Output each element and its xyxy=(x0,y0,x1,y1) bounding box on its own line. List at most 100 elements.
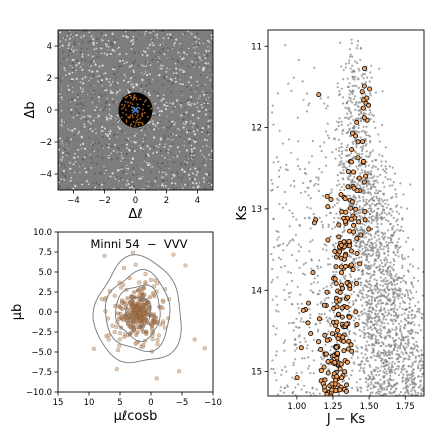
cmd-field-star xyxy=(350,42,353,45)
cmd-field-star xyxy=(358,152,361,156)
sky-field-star xyxy=(152,128,156,131)
sky-field-star xyxy=(156,121,160,125)
cmd-field-star xyxy=(407,378,410,381)
cmd-field-star xyxy=(430,387,432,389)
cmd-field-star xyxy=(302,98,305,101)
cmd-field-star xyxy=(272,325,275,328)
cmd-field-star xyxy=(365,254,369,257)
sky-field-star xyxy=(109,129,112,131)
cmd-field-star xyxy=(272,368,275,371)
sky-field-star xyxy=(135,173,138,176)
sky-field-star xyxy=(144,71,147,73)
sky-field-star xyxy=(208,182,210,184)
cmd-field-star xyxy=(410,313,413,317)
sky-field-star xyxy=(196,101,199,104)
sky-field-star xyxy=(174,62,177,65)
cmd-field-star xyxy=(415,290,418,293)
cmd-field-star xyxy=(353,157,357,161)
pm-y-tick-label: 5.0 xyxy=(38,268,52,278)
cmd-field-star xyxy=(362,367,365,370)
cmd-member-star xyxy=(342,253,348,259)
cmd-field-star xyxy=(378,67,381,70)
cmd-member-star xyxy=(322,332,328,338)
sky-field-star xyxy=(89,115,92,118)
cmd-field-star xyxy=(367,295,370,298)
cmd-field-star xyxy=(393,340,396,343)
sky-field-star xyxy=(61,156,64,159)
cmd-field-star xyxy=(378,237,381,240)
cmd-field-star xyxy=(412,386,415,389)
cmd-field-star xyxy=(421,372,424,375)
cmd-field-star xyxy=(357,256,361,259)
sky-field-star xyxy=(95,186,97,188)
sky-field-star xyxy=(86,180,89,183)
sky-field-star xyxy=(109,175,112,178)
sky-field-star xyxy=(94,63,97,65)
cmd-field-star xyxy=(309,197,312,200)
cmd-field-star xyxy=(381,388,384,391)
sky-member-star xyxy=(133,94,136,97)
cmd-field-star xyxy=(388,382,391,385)
cmd-field-star xyxy=(397,212,401,215)
sky-field-stars xyxy=(58,30,213,190)
sky-field-star xyxy=(123,74,126,76)
cmd-field-star xyxy=(367,289,371,292)
cmd-field-star xyxy=(357,86,360,89)
cmd-member-star xyxy=(300,307,306,313)
cmd-field-star xyxy=(285,370,288,373)
sky-field-star xyxy=(120,144,123,146)
cmd-field-star xyxy=(370,248,373,251)
cmd-field-star xyxy=(399,245,402,248)
cmd-field-star xyxy=(271,359,274,362)
sky-x-axis-label: Δℓ xyxy=(128,207,142,222)
cmd-member-star xyxy=(333,388,339,394)
sky-field-star xyxy=(126,165,129,167)
cmd-field-star xyxy=(352,258,355,261)
sky-field-star xyxy=(204,108,208,111)
sky-field-star xyxy=(145,161,148,164)
cmd-field-star xyxy=(344,293,347,296)
cmd-field-star xyxy=(317,189,320,192)
cmd-field-star xyxy=(379,369,382,372)
sky-field-star xyxy=(113,176,115,178)
sky-field-star xyxy=(67,148,69,150)
sky-field-star xyxy=(175,134,178,137)
sky-field-star xyxy=(120,155,123,157)
sky-field-star xyxy=(68,118,70,120)
cmd-field-star xyxy=(362,273,365,276)
cmd-field-star xyxy=(421,390,424,393)
sky-field-star xyxy=(70,98,74,101)
sky-field-star xyxy=(97,96,100,99)
sky-member-star xyxy=(124,100,127,103)
cmd-field-star xyxy=(346,144,349,147)
sky-field-star xyxy=(211,51,213,54)
cmd-field-star xyxy=(353,127,356,130)
sky-field-star xyxy=(205,144,208,147)
cmd-field-star xyxy=(380,289,383,292)
sky-field-star xyxy=(102,76,104,78)
sky-field-star xyxy=(102,182,105,185)
cmd-field-star xyxy=(410,390,413,393)
sky-field-star xyxy=(89,153,91,156)
cmd-field-star xyxy=(428,377,430,379)
cmd-field-star xyxy=(395,327,398,330)
sky-field-star xyxy=(206,173,208,176)
sky-field-star xyxy=(141,79,144,82)
cmd-field-star xyxy=(399,182,402,185)
sky-field-star xyxy=(159,67,162,70)
sky-field-star xyxy=(150,171,153,174)
sky-field-star xyxy=(60,178,62,181)
cmd-field-star xyxy=(386,302,389,306)
cmd-field-star xyxy=(327,296,330,299)
cmd-field-star xyxy=(391,337,394,340)
cmd-field-star xyxy=(307,356,310,359)
cmd-field-star xyxy=(287,270,290,274)
cmd-field-star xyxy=(369,387,373,390)
pm-y-tick-label: 0.0 xyxy=(38,308,52,318)
cmd-field-star xyxy=(372,195,375,198)
sky-field-star xyxy=(113,81,115,83)
cmd-field-star xyxy=(378,197,381,200)
cmd-field-star xyxy=(407,354,410,357)
cmd-field-star xyxy=(334,157,337,160)
sky-member-star xyxy=(144,100,147,103)
